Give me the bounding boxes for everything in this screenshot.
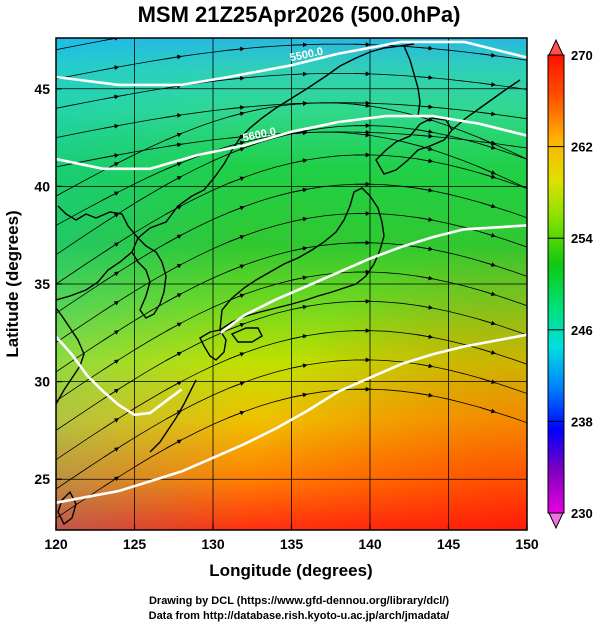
x-tick-label: 145 [437, 536, 461, 552]
colorbar-tick-label: 270 [571, 48, 593, 63]
colorbar-tick-label: 246 [571, 323, 593, 338]
x-tick-label: 120 [44, 536, 68, 552]
colorbar-bottom-triangle [549, 513, 563, 528]
x-tick-label: 130 [201, 536, 225, 552]
x-tick-label: 150 [515, 536, 539, 552]
streamline-arrow [480, 25, 496, 27]
x-axis-label: Longitude (degrees) [209, 561, 372, 580]
x-tick-label: 140 [358, 536, 382, 552]
x-tick-label: 135 [280, 536, 304, 552]
map-title: MSM 21Z25Apr2026 (500.0hPa) [138, 2, 461, 27]
footer-credit-drawing: Drawing by DCL (https://www.gfd-dennou.o… [149, 595, 449, 607]
colorbar-ramp [548, 55, 564, 513]
colorbar-tick-label: 262 [571, 140, 593, 155]
colorbar-tick-label: 230 [571, 506, 593, 521]
y-tick-label: 25 [34, 471, 50, 487]
colorbar-tick-label: 238 [571, 414, 593, 429]
colorbar-tick-label: 254 [571, 231, 593, 246]
y-axis-label: Latitude (degrees) [3, 210, 22, 357]
footer-credit-data: Data from http://database.rish.kyoto-u.a… [149, 610, 450, 622]
colorbar: 270 262 254 246 238 230 [548, 40, 593, 528]
y-tick-label: 30 [34, 374, 50, 390]
streamline-arrow [166, 27, 182, 29]
y-tick-label: 40 [34, 178, 50, 194]
y-tick-label: 45 [34, 81, 50, 97]
y-tick-label: 35 [34, 276, 50, 292]
colorbar-top-triangle [549, 40, 563, 55]
x-tick-label: 125 [123, 536, 147, 552]
